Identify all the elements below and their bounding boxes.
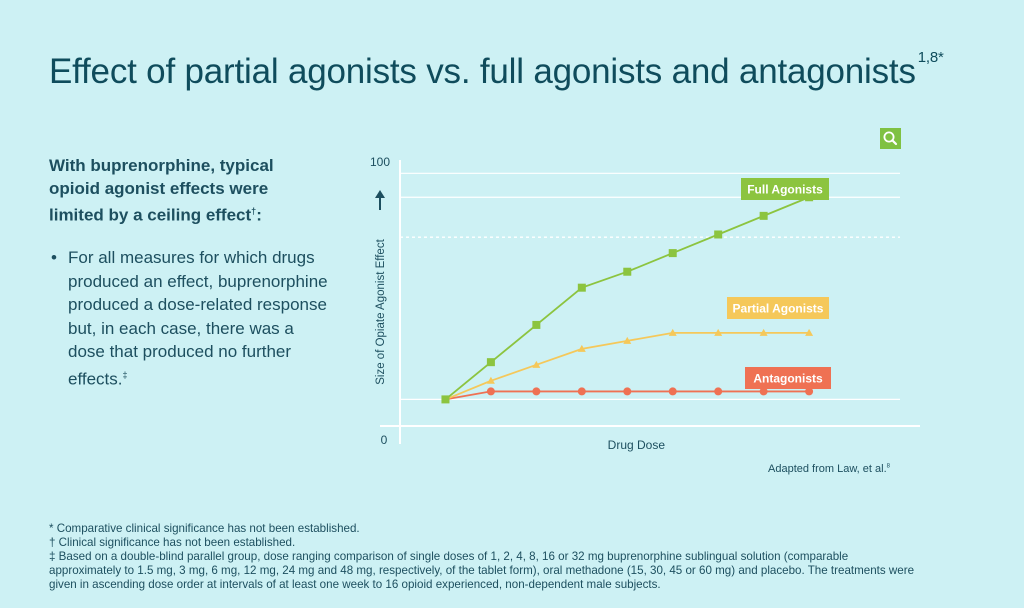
intro-text: With buprenorphine, typical opioid agoni… xyxy=(49,154,314,227)
partial-agonists-point-8 xyxy=(805,328,814,336)
antagonists-point-4 xyxy=(623,387,632,396)
search-icon xyxy=(883,131,898,146)
y-tick-label-max: 100 xyxy=(370,155,390,169)
antagonists-point-2 xyxy=(532,387,541,396)
adapted-text: Adapted from Law, et al. xyxy=(768,463,887,475)
antagonists-legend-tag xyxy=(745,367,831,389)
full-agonists-point-3 xyxy=(577,283,586,292)
bullet-mark: ‡ xyxy=(122,369,128,380)
partial-agonists-legend-tag xyxy=(727,297,829,319)
y-tick-label-min: 0 xyxy=(381,433,388,447)
footnote-study: ‡ Based on a double-blind parallel group… xyxy=(49,550,915,591)
partial-agonists-point-6 xyxy=(714,328,723,336)
partial-agonists-point-2 xyxy=(532,360,541,368)
footnote-clinical: † Clinical significance has not been est… xyxy=(49,536,296,549)
full-agonists-point-6 xyxy=(714,230,723,239)
partial-agonists-point-1 xyxy=(486,376,495,384)
adapted-ref: 8 xyxy=(886,463,890,470)
y-axis-label: Size of Opiate Agonist Effect xyxy=(375,238,387,384)
footnotes: * Comparative clinical significance has … xyxy=(49,522,919,592)
dose-effect-chart: 100 0 Size of Opiate Agonist Effect Drug Do… xyxy=(370,155,920,452)
full-agonists-point-7 xyxy=(759,211,768,220)
antagonists-point-3 xyxy=(577,387,586,396)
partial-agonists-point-5 xyxy=(668,328,677,336)
partial-agonists-point-3 xyxy=(577,344,586,352)
page-title: Effect of partial agonists vs. full agon… xyxy=(49,49,944,92)
bullet-text: For all measures for which drugs produce… xyxy=(68,248,328,389)
antagonists-legend-label: Antagonists xyxy=(753,372,823,386)
footnote-comparative: * Comparative clinical significance has … xyxy=(49,522,360,535)
x-axis-label: Drug Dose xyxy=(608,438,666,452)
title-refs: 1,8* xyxy=(917,49,944,67)
antagonists-point-5 xyxy=(668,387,677,396)
full-agonists-point-1 xyxy=(486,358,495,367)
antagonists-point-6 xyxy=(714,387,723,396)
intro-mark: † xyxy=(251,206,257,216)
up-arrow-icon xyxy=(375,190,385,198)
zoom-button[interactable] xyxy=(880,128,901,149)
intro-suffix: : xyxy=(256,205,262,225)
full-agonists-point-0 xyxy=(441,395,450,404)
source-citation: Adapted from Law, et al.8 xyxy=(768,463,890,475)
full-agonists-legend-label: Full Agonists xyxy=(747,183,823,197)
full-agonists-point-4 xyxy=(623,267,632,276)
partial-agonists-point-7 xyxy=(759,328,768,336)
title-text: Effect of partial agonists vs. full agon… xyxy=(49,52,916,91)
antagonists-point-1 xyxy=(486,387,495,396)
full-agonists-point-2 xyxy=(532,320,541,329)
antagonists-point-8 xyxy=(805,387,814,396)
antagonists-point-7 xyxy=(759,387,768,396)
intro-body: With buprenorphine, typical opioid agoni… xyxy=(49,156,274,225)
partial-agonists-point-4 xyxy=(623,336,632,344)
bullet-dot: • xyxy=(51,248,57,267)
partial-agonists-legend-label: Partial Agonists xyxy=(733,302,824,316)
full-agonists-legend-tag xyxy=(741,178,829,200)
bullet-point: • For all measures for which drugs produ… xyxy=(51,246,330,391)
full-agonists-point-5 xyxy=(668,249,677,258)
